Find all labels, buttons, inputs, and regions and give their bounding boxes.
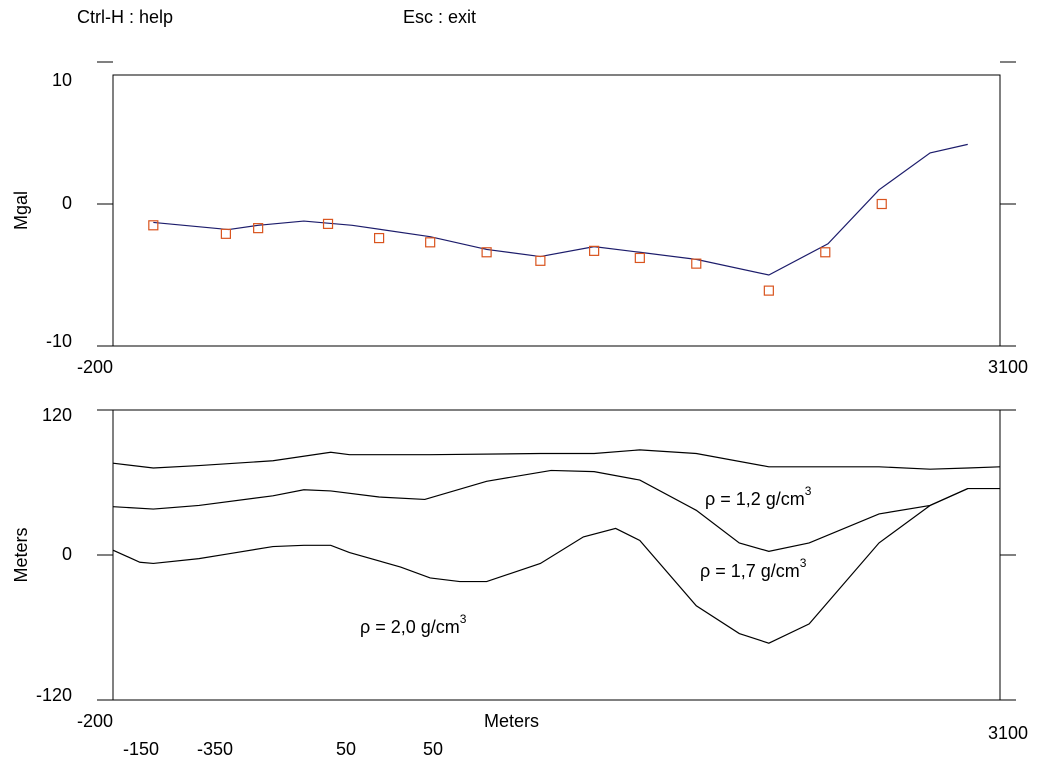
density-sup: 3 xyxy=(805,484,812,498)
x-tick-label: -200 xyxy=(77,357,113,377)
x-tick-label: 3100 xyxy=(988,357,1028,377)
screen: Ctrl-H : help Esc : exit 100-10-2003100M… xyxy=(0,0,1038,763)
observed-point xyxy=(536,256,545,265)
density-text: ρ = 1,2 g/cm xyxy=(705,489,805,509)
y-tick-label: -10 xyxy=(46,331,72,351)
page: {"header": {"help": "Ctrl-H : help", "ex… xyxy=(0,0,1038,763)
observed-point xyxy=(635,253,644,262)
y-axis-label: Mgal xyxy=(11,191,31,230)
footer-label: -350 xyxy=(197,739,233,759)
density-label: ρ = 2,0 g/cm3 xyxy=(360,612,467,637)
y-tick-label: -120 xyxy=(36,685,72,705)
x-tick-label: -200 xyxy=(77,711,113,731)
help-hint: Ctrl-H : help xyxy=(77,7,173,27)
y-tick-label: 0 xyxy=(62,193,72,213)
observed-point xyxy=(375,234,384,243)
observed-point xyxy=(149,221,158,230)
y-tick-label: 0 xyxy=(62,544,72,564)
footer-label: 50 xyxy=(336,739,356,759)
y-tick-label: 10 xyxy=(52,70,72,90)
footer-label: 50 xyxy=(423,739,443,759)
observed-point xyxy=(821,248,830,257)
exit-hint: Esc : exit xyxy=(403,7,476,27)
density-text: ρ = 1,7 g/cm xyxy=(700,561,800,581)
profile-line xyxy=(113,470,1000,551)
density-label: ρ = 1,7 g/cm3 xyxy=(700,556,807,581)
density-label: ρ = 1,2 g/cm3 xyxy=(705,484,812,509)
observed-point xyxy=(426,238,435,247)
x-tick-label: 3100 xyxy=(988,723,1028,743)
y-tick-label: 120 xyxy=(42,405,72,425)
density-text: ρ = 2,0 g/cm xyxy=(360,617,460,637)
footer-label: -150 xyxy=(123,739,159,759)
profile-line xyxy=(113,489,968,644)
density-sup: 3 xyxy=(460,612,467,626)
density-sup: 3 xyxy=(800,556,807,570)
plot-frame xyxy=(113,75,1000,346)
y-axis-label: Meters xyxy=(11,527,31,582)
observed-point xyxy=(764,286,773,295)
profile-line xyxy=(153,144,967,275)
x-axis-label: Meters xyxy=(484,711,539,731)
observed-point xyxy=(877,200,886,209)
profile-line xyxy=(113,450,1000,469)
observed-point xyxy=(221,229,230,238)
